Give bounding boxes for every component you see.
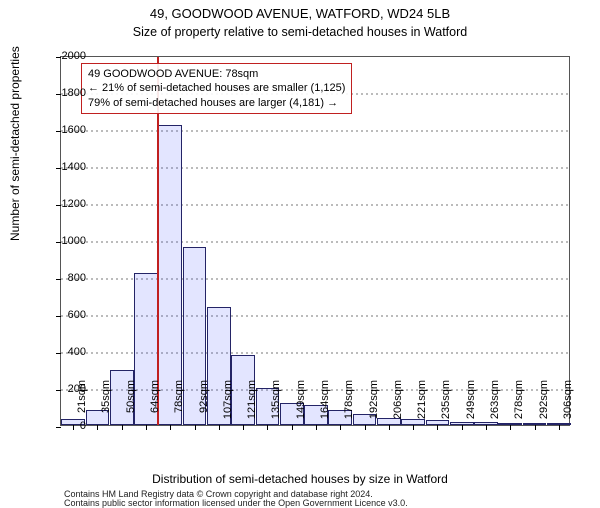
info-line-1: 49 GOODWOOD AVENUE: 78sqm — [88, 67, 345, 81]
x-tick-label: 178sqm — [343, 380, 355, 430]
y-tick-label: 400 — [46, 346, 86, 358]
x-tick-label: 249sqm — [465, 380, 477, 430]
chart-title: 49, GOODWOOD AVENUE, WATFORD, WD24 5LB — [0, 6, 600, 23]
y-tick-label: 1600 — [46, 124, 86, 136]
y-tick-label: 1000 — [46, 235, 86, 247]
x-tick-label: 64sqm — [149, 380, 161, 430]
x-tick-label: 107sqm — [222, 380, 234, 430]
y-tick-label: 1200 — [46, 198, 86, 210]
x-tick-label: 278sqm — [513, 380, 525, 430]
x-tick-label: 92sqm — [198, 380, 210, 430]
y-tick-label: 2000 — [46, 50, 86, 62]
x-tick-label: 121sqm — [246, 380, 258, 430]
chart-subtitle: Size of property relative to semi-detach… — [0, 25, 600, 39]
x-tick-label: 164sqm — [319, 380, 331, 430]
x-axis-title: Distribution of semi-detached houses by … — [0, 472, 600, 486]
y-tick-label: 600 — [46, 309, 86, 321]
x-tick-label: 149sqm — [295, 380, 307, 430]
y-tick-label: 1400 — [46, 161, 86, 173]
x-tick-label: 306sqm — [562, 380, 574, 430]
x-tick-label: 263sqm — [489, 380, 501, 430]
x-tick-label: 21sqm — [76, 380, 88, 430]
x-tick-label: 78sqm — [173, 380, 185, 430]
x-tick-label: 35sqm — [100, 380, 112, 430]
chart-plot-area: 49 GOODWOOD AVENUE: 78sqm ← 21% of semi-… — [60, 56, 570, 426]
y-axis-title: Number of semi-detached properties — [8, 46, 22, 241]
x-tick-label: 135sqm — [270, 380, 282, 430]
x-tick-label: 206sqm — [392, 380, 404, 430]
x-tick-label: 192sqm — [368, 380, 380, 430]
x-tick-label: 235sqm — [440, 380, 452, 430]
x-tick-label: 50sqm — [125, 380, 137, 430]
info-line-3: 79% of semi-detached houses are larger (… — [88, 96, 345, 110]
info-line-2: ← 21% of semi-detached houses are smalle… — [88, 81, 345, 95]
x-tick-label: 221sqm — [416, 380, 428, 430]
x-tick-label: 292sqm — [538, 380, 550, 430]
y-tick-label: 800 — [46, 272, 86, 284]
info-box: 49 GOODWOOD AVENUE: 78sqm ← 21% of semi-… — [81, 63, 352, 114]
y-tick-label: 1800 — [46, 87, 86, 99]
